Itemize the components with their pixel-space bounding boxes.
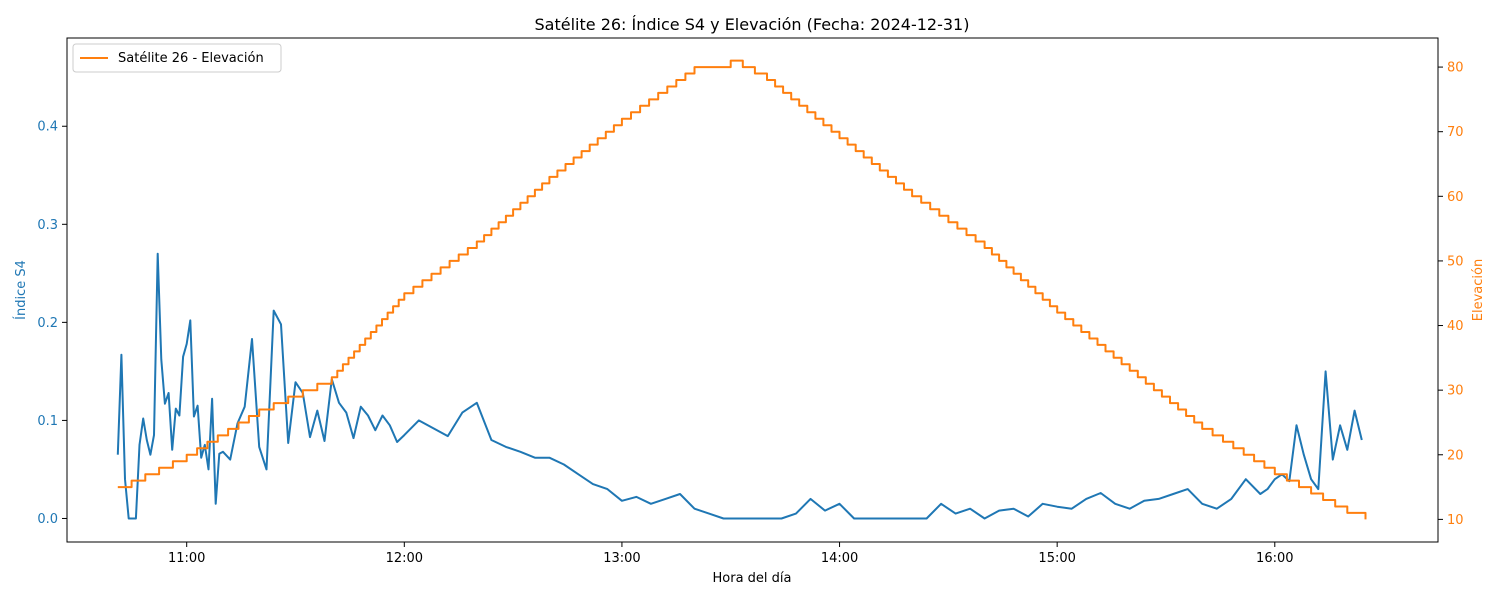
s4-line — [116, 252, 1363, 520]
y-right-tick-label: 70 — [1447, 125, 1464, 140]
elevation-line — [117, 59, 1367, 520]
y-left-tick-label: 0.0 — [37, 512, 58, 527]
y-left-tick-label: 0.2 — [37, 316, 58, 331]
x-axis: 11:00 12:00 13:00 14:00 15:00 16:00 — [168, 542, 1294, 566]
s4-series — [116, 252, 1363, 520]
legend-box — [72, 43, 282, 73]
y-right-tick-label: 80 — [1447, 61, 1464, 76]
plot-area — [66, 37, 1439, 543]
x-axis-label: Hora del día — [713, 571, 792, 586]
y-left-tick-label: 0.4 — [37, 120, 58, 135]
y-right-tick-label: 30 — [1447, 384, 1464, 399]
x-tick-label: 12:00 — [386, 551, 423, 566]
y-axis-left-label: Índice S4 — [13, 260, 29, 320]
y-axis-right: 10 20 30 40 50 60 70 80 — [1438, 61, 1464, 528]
plot-frame — [66, 37, 1439, 543]
y-right-tick-label: 50 — [1447, 254, 1464, 269]
elevation-series — [117, 59, 1367, 520]
legend: Satélite 26 - Elevación — [72, 43, 282, 73]
chart-title: Satélite 26: Índice S4 y Elevación (Fech… — [535, 15, 970, 34]
y-right-tick-label: 60 — [1447, 190, 1464, 205]
x-tick-label: 16:00 — [1256, 551, 1293, 566]
x-tick-label: 11:00 — [168, 551, 205, 566]
y-right-tick-label: 20 — [1447, 448, 1464, 463]
y-left-tick-label: 0.3 — [37, 218, 58, 233]
y-right-tick-label: 10 — [1447, 513, 1464, 528]
legend-elevation-label: Satélite 26 - Elevación — [118, 51, 264, 66]
x-tick-label: 14:00 — [821, 551, 858, 566]
x-tick-label: 15:00 — [1038, 551, 1075, 566]
y-axis-right-label: Elevación — [1471, 259, 1486, 321]
y-right-tick-label: 40 — [1447, 319, 1464, 334]
y-left-tick-label: 0.1 — [37, 414, 58, 429]
x-tick-label: 13:00 — [603, 551, 640, 566]
y-axis-left: 0.0 0.1 0.2 0.3 0.4 — [37, 120, 67, 527]
